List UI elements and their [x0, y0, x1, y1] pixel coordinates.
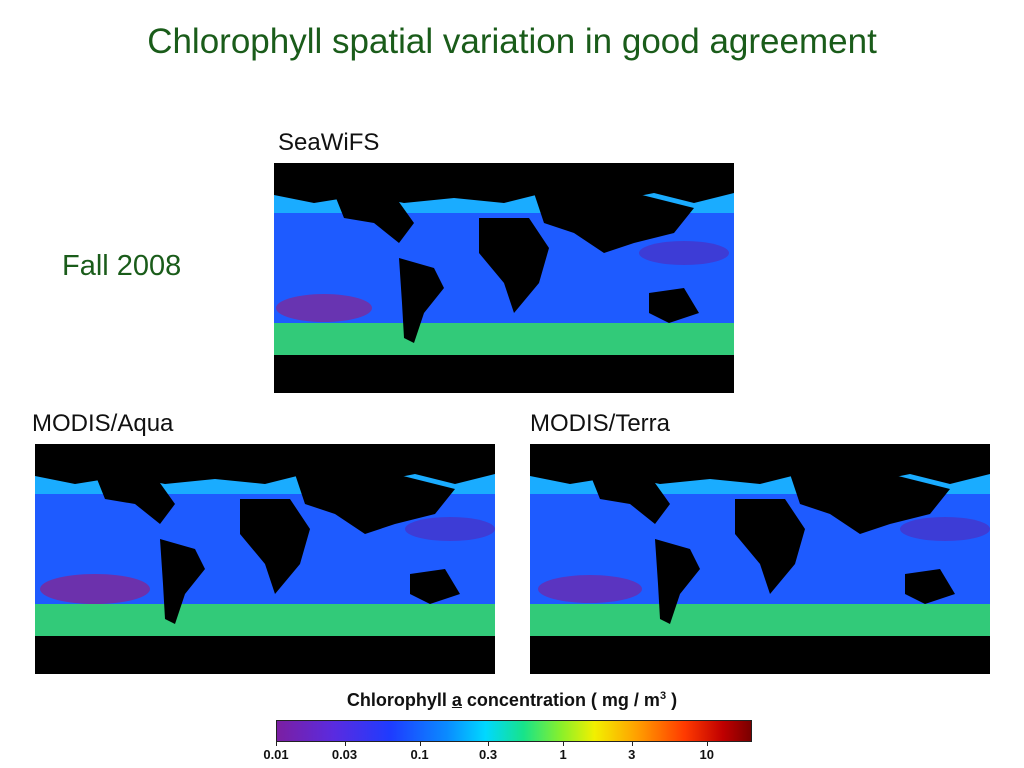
colorbar-title-a: a [451, 690, 462, 710]
colorbar-title-suffix: concentration ( mg / m [461, 690, 660, 710]
colorbar-tick-mark [419, 741, 421, 746]
colorbar [276, 720, 752, 742]
colorbar-tick-label: 0.01 [263, 747, 289, 762]
modis-terra-map-image [530, 444, 990, 674]
slide-title: Chlorophyll spatial variation in good ag… [147, 22, 877, 61]
modis-aqua-map [35, 444, 495, 674]
modis-terra-label: MODIS/Terra [530, 410, 671, 437]
colorbar-tick-mark [706, 741, 708, 746]
colorbar-title: Chlorophyll a concentration ( mg / m3 ) [0, 690, 1024, 711]
colorbar-title-close: ) [666, 690, 678, 710]
seawifs-map-image [274, 163, 734, 393]
colorbar-tick-mark [563, 741, 565, 746]
colorbar-tick-label: 0.03 [331, 747, 358, 762]
colorbar-title-exponent: 3 [659, 690, 667, 702]
colorbar-tick-label: 0.3 [479, 747, 498, 762]
colorbar-tick-mark [344, 741, 346, 746]
seawifs-map [274, 163, 734, 393]
colorbar-tick-mark [631, 741, 633, 746]
colorbar-tick-label: 3 [628, 747, 636, 762]
colorbar-tick-label: 1 [559, 747, 567, 762]
modis-aqua-map-image [35, 444, 495, 674]
season-label: Fall 2008 [62, 250, 182, 282]
seawifs-label: SeaWiFS [278, 129, 380, 156]
colorbar-tick-mark [276, 741, 277, 746]
colorbar-title-prefix: Chlorophyll [346, 690, 452, 710]
modis-terra-map [530, 444, 990, 674]
modis-aqua-label: MODIS/Aqua [32, 410, 174, 437]
colorbar-tick-mark [488, 741, 490, 746]
colorbar-tick-label: 10 [699, 747, 714, 762]
colorbar-tick-label: 0.1 [410, 747, 429, 762]
